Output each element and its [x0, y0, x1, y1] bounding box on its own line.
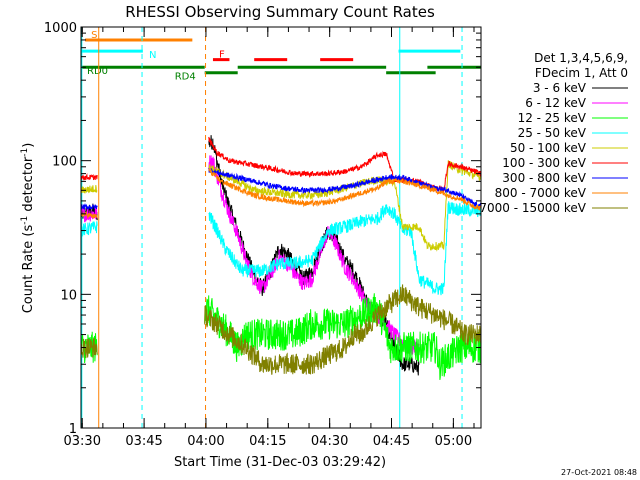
y-axis-label: Count Rate (s-1 detector-1): [20, 143, 36, 314]
flag-label: S: [91, 30, 97, 41]
y-axis-ticks: 1 10 100 1000: [44, 21, 481, 437]
series-line: [81, 172, 98, 181]
legend-label: 300 - 800 keV: [502, 171, 586, 185]
legend-label: 25 - 50 keV: [518, 126, 587, 140]
x-tick-label: 04:15: [249, 434, 286, 449]
y-tick-label: 1: [69, 422, 77, 437]
legend-label: 100 - 300 keV: [502, 156, 586, 170]
series-line: [81, 203, 98, 210]
series-line: [81, 338, 98, 359]
series-line: [204, 284, 481, 375]
y-axis-label-sup1: -1: [20, 216, 30, 225]
data-series: [81, 135, 481, 380]
series-line: [208, 167, 481, 211]
series-line: [208, 160, 481, 252]
legend-header-2: FDecim 1, Att 0: [535, 66, 628, 80]
flag-label: F: [219, 50, 225, 61]
x-axis-label: Start Time (31-Dec-03 03:29:42): [174, 455, 386, 470]
y-axis-label-end: ): [21, 143, 36, 148]
x-tick-label: 03:30: [64, 434, 101, 449]
legend-label: 7000 - 15000 keV: [479, 201, 586, 215]
legend-label: 3 - 6 keV: [533, 81, 587, 95]
series-line: [81, 221, 98, 237]
legend-header-1: Det 1,3,4,5,6,9,: [534, 51, 628, 65]
y-axis-label-sup2: -1: [20, 148, 30, 157]
legend-label: 12 - 25 keV: [518, 111, 587, 125]
series-line: [204, 293, 481, 380]
timestamp: 27-Oct-2021 08:48: [561, 468, 637, 477]
y-tick-label: 1000: [44, 21, 77, 36]
x-tick-label: 03:45: [125, 434, 162, 449]
flag-label: RD0: [87, 66, 108, 77]
legend-label: 800 - 7000 keV: [495, 186, 587, 200]
series-line: [208, 201, 481, 296]
x-tick-label: 04:30: [311, 434, 348, 449]
x-tick-label: 05:00: [435, 434, 472, 449]
flag-label: RD4: [175, 72, 196, 83]
chart-title: RHESSI Observing Summary Count Rates: [125, 3, 435, 21]
x-tick-label: 04:45: [373, 434, 410, 449]
legend-label: 50 - 100 keV: [510, 141, 587, 155]
flag-label: N: [149, 50, 156, 61]
y-axis-label-mid: detector: [21, 156, 36, 216]
x-axis-ticks: 03:30 03:45 04:00 04:15 04:30 04:45 05:00: [64, 27, 475, 449]
x-tick-label: 04:00: [187, 434, 224, 449]
flag-bars: S N F RD0 RD4: [81, 30, 481, 83]
plot-frame: [80, 26, 482, 429]
series-line: [81, 185, 98, 194]
y-tick-label: 10: [60, 288, 77, 303]
legend-label: 6 - 12 keV: [525, 96, 587, 110]
legend: Det 1,3,4,5,6,9, FDecim 1, Att 0 3 - 6 k…: [479, 51, 628, 215]
y-axis-label-main: Count Rate (s: [21, 225, 36, 314]
y-tick-label: 100: [52, 155, 77, 170]
